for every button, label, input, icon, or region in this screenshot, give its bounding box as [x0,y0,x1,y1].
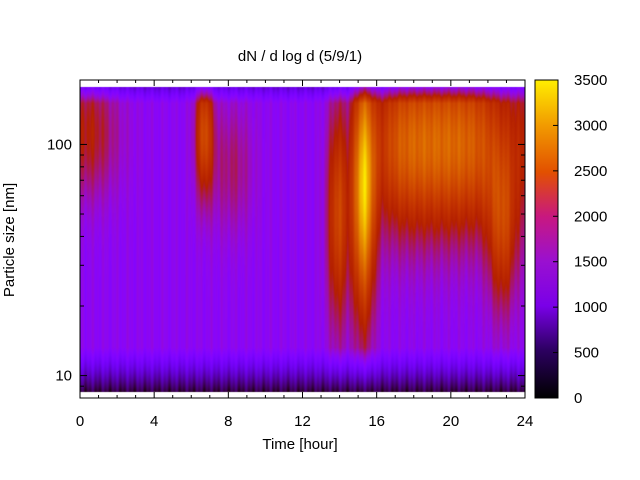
x-tick-label: 4 [150,413,158,430]
x-tick-label: 0 [76,413,84,430]
heatmap-image [80,80,525,398]
colorbar-tick-label: 1000 [574,299,607,316]
colorbar-tick-label: 2500 [574,163,607,180]
colorbar-tick-label: 1500 [574,254,607,271]
chart-title: dN / d log d (5/9/1) [238,48,362,65]
x-axis-label: Time [hour] [262,436,337,453]
colorbar-ticks: 0 500 1000 1500 2000 2500 3000 3500 [553,72,607,407]
colorbar-tick-label: 3000 [574,117,607,134]
colorbar-tick-label: 500 [574,345,599,362]
x-tick-label: 20 [442,413,459,430]
x-tick-label: 12 [294,413,311,430]
y-axis-label: Particle size [nm] [1,183,18,297]
y-tick-label: 10 [55,368,72,385]
colorbar-tick-label: 3500 [574,72,607,89]
colorbar-tick-label: 0 [574,390,582,407]
y-axis: 10 100 [47,136,525,399]
colorbar-tick-label: 2000 [574,208,607,225]
colorbar [534,79,559,399]
y-tick-label: 100 [47,136,72,153]
x-tick-label: 24 [517,413,534,430]
x-axis: 0 4 8 12 16 20 24 [76,80,534,430]
x-tick-label: 16 [368,413,385,430]
x-tick-label: 8 [224,413,232,430]
